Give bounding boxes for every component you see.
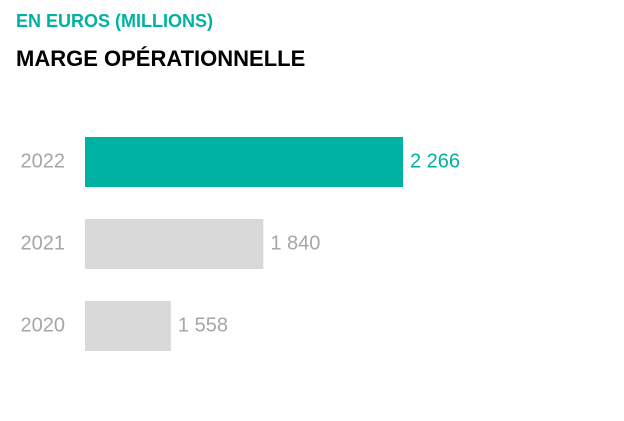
value-label: 1 558 [178, 314, 228, 336]
value-label: 1 840 [270, 232, 320, 254]
value-label: 2 266 [410, 150, 460, 172]
y-tick-label: 2020 [21, 314, 66, 336]
chart-subtitle: EN EUROS (MILLIONS) [16, 11, 213, 31]
bar [85, 301, 171, 351]
y-tick-label: 2022 [21, 150, 66, 172]
y-tick-label: 2021 [21, 232, 66, 254]
bar [85, 137, 403, 187]
bar [85, 219, 264, 269]
chart-title: MARGE OPÉRATIONNELLE [16, 46, 305, 71]
